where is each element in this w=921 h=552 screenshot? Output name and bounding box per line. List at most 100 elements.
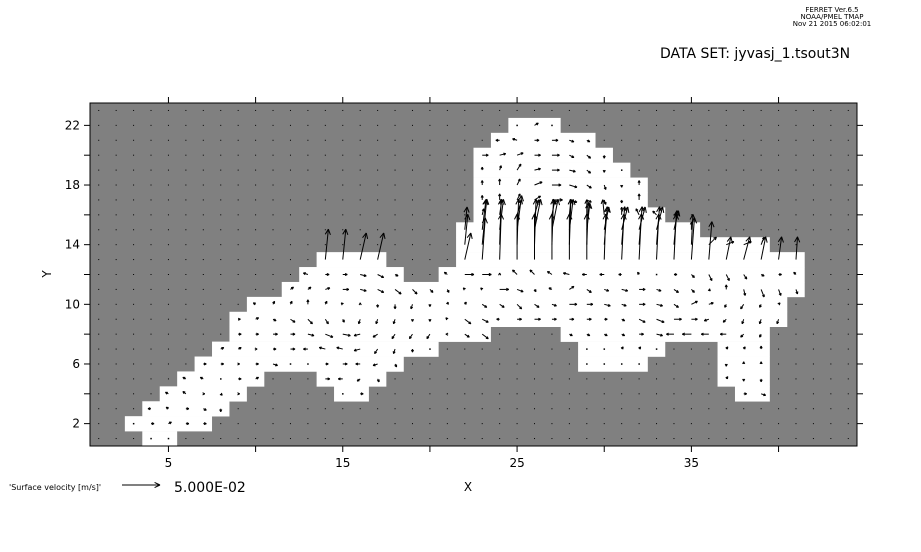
grid-dot: [324, 214, 326, 216]
grid-dot: [638, 423, 640, 425]
grid-dot: [760, 154, 762, 156]
vector-head: [793, 271, 797, 274]
grid-dot: [673, 423, 675, 425]
vector-head: [470, 232, 473, 239]
grid-dot: [377, 423, 379, 425]
vector-head: [602, 213, 607, 220]
grid-dot: [708, 423, 710, 425]
velocity-vector: [673, 288, 679, 293]
grid-dot: [656, 199, 658, 201]
water-cell-span: [456, 237, 770, 253]
y-axis-label: Y: [40, 270, 54, 279]
grid-dot: [289, 124, 291, 126]
grid-dot: [220, 109, 222, 111]
velocity-vector: [376, 378, 380, 383]
velocity-vector: [372, 333, 378, 338]
vector-head: [256, 333, 259, 336]
vector-point: [150, 437, 152, 440]
grid-dot: [167, 244, 169, 246]
grid-dot: [185, 438, 187, 440]
vector-head: [336, 346, 340, 349]
water-cell-span: [299, 267, 404, 283]
grid-dot: [847, 274, 849, 275]
velocity-vector: [237, 392, 240, 396]
vector-head: [466, 232, 472, 238]
grid-dot: [324, 154, 326, 156]
water-cell-span: [316, 252, 387, 268]
vector-point: [603, 348, 606, 350]
grid-dot: [185, 109, 187, 111]
velocity-vector: [586, 169, 592, 174]
grid-dot: [289, 378, 291, 380]
grid-dot: [289, 244, 291, 246]
grid-dot: [133, 229, 135, 231]
grid-dot: [150, 214, 152, 216]
vector-head: [445, 332, 449, 335]
velocity-vector: [691, 289, 695, 293]
velocity-vector: [638, 206, 647, 230]
velocity-vector: [759, 333, 762, 338]
velocity-vector: [203, 362, 207, 366]
grid-dot: [847, 184, 849, 186]
velocity-vector: [655, 348, 658, 350]
velocity-vector: [499, 303, 505, 308]
velocity-vector: [480, 180, 484, 186]
vector-head: [620, 200, 623, 204]
grid-dot: [411, 274, 413, 275]
grid-dot: [830, 348, 832, 350]
grid-dot: [220, 259, 222, 261]
vector-head: [572, 171, 576, 173]
velocity-vector: [743, 240, 752, 246]
velocity-vector: [480, 195, 484, 200]
vector-head: [536, 122, 539, 126]
grid-dot: [377, 184, 379, 186]
vector-head: [353, 348, 357, 351]
velocity-vector: [392, 348, 396, 354]
vector-head: [514, 213, 518, 220]
grid-dot: [307, 199, 309, 201]
grid-dot: [150, 199, 152, 201]
grid-dot: [272, 184, 274, 186]
vector-head: [637, 271, 640, 274]
vector-shaft: [568, 199, 574, 230]
grid-dot: [411, 408, 413, 410]
velocity-vector: [337, 377, 343, 381]
grid-dot: [812, 139, 814, 141]
grid-dot: [133, 318, 135, 320]
velocity-vector: [219, 408, 223, 412]
grid-dot: [568, 378, 570, 380]
grid-dot: [289, 109, 291, 111]
grid-dot: [586, 378, 588, 380]
grid-dot: [359, 154, 361, 156]
grid-dot: [272, 199, 274, 201]
vector-head: [480, 287, 484, 290]
grid-dot: [289, 259, 291, 261]
vector-point: [342, 393, 344, 395]
grid-dot: [847, 169, 849, 171]
velocity-vector: [724, 304, 728, 308]
grid-dot: [534, 423, 536, 425]
grid-dot: [167, 184, 169, 186]
velocity-vector: [551, 198, 563, 202]
grid-dot: [708, 199, 710, 201]
grid-dot: [185, 363, 187, 365]
velocity-vector: [498, 178, 502, 186]
grid-dot: [673, 169, 675, 171]
grid-dot: [534, 393, 536, 395]
vector-head: [701, 332, 704, 335]
grid-dot: [847, 348, 849, 350]
grid-dot: [481, 348, 483, 350]
grid-dot: [446, 348, 448, 350]
grid-dot: [847, 214, 849, 216]
grid-dot: [516, 408, 518, 410]
grid-dot: [237, 423, 239, 425]
velocity-vector: [621, 333, 626, 337]
velocity-vector: [340, 302, 344, 306]
grid-dot: [324, 124, 326, 126]
grid-dot: [359, 214, 361, 216]
grid-dot: [115, 274, 117, 275]
grid-dot: [342, 139, 344, 141]
grid-dot: [795, 318, 797, 320]
velocity-vector: [569, 169, 576, 173]
vector-head: [309, 322, 313, 325]
